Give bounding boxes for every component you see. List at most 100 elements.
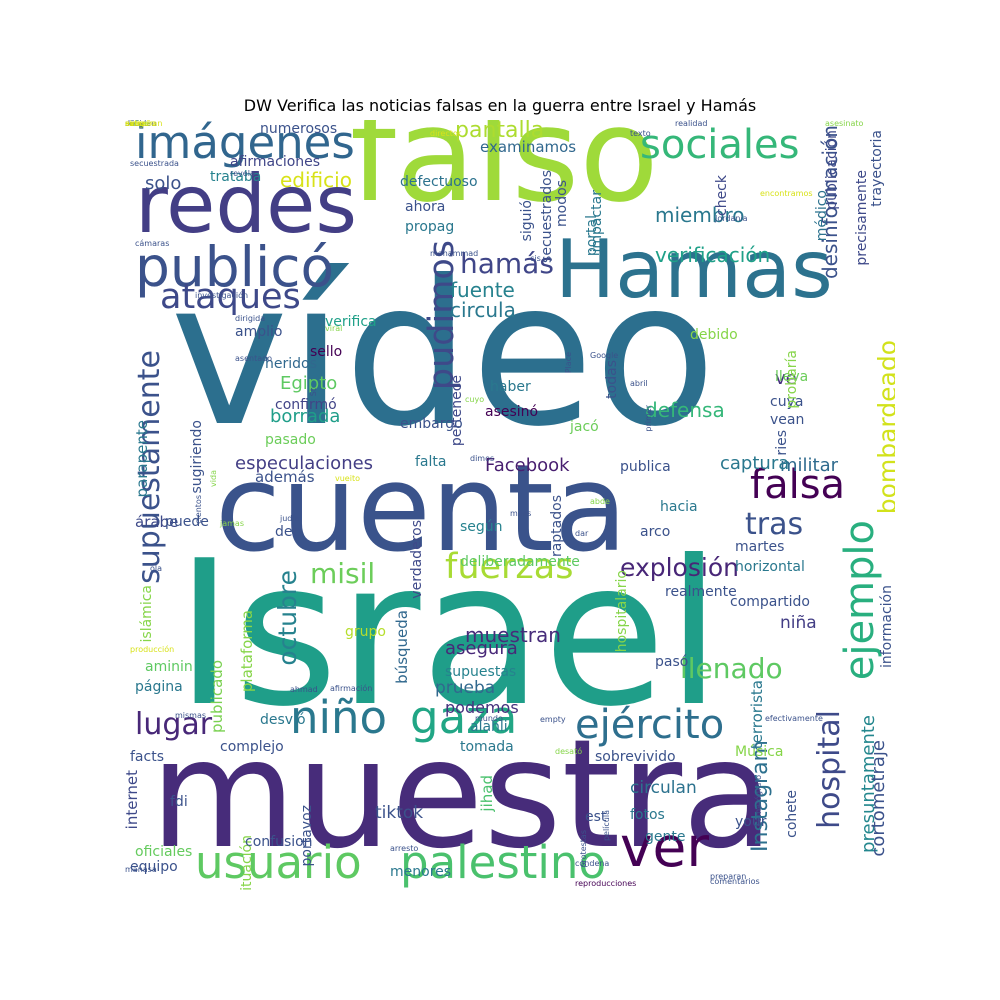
word-solo: solo bbox=[145, 173, 182, 194]
word-vueito: vueito bbox=[335, 474, 360, 483]
word-st: St bbox=[309, 388, 318, 397]
word-sello: sello bbox=[310, 344, 343, 360]
word-pagina: página bbox=[135, 679, 183, 695]
word-ver: ver bbox=[620, 815, 709, 879]
word-fuerzas: fuerzas bbox=[445, 547, 574, 587]
word-camaras: cámaras bbox=[135, 239, 170, 248]
word-menores: menores bbox=[390, 864, 452, 880]
word-examinamos: examinamos bbox=[480, 138, 577, 156]
word-ademas: además bbox=[255, 468, 315, 486]
word-todas: todas bbox=[604, 360, 620, 399]
word-asegura: asegura bbox=[445, 638, 518, 659]
word-dirigida: dirigida bbox=[235, 314, 266, 323]
word-lugar: lugar bbox=[135, 707, 213, 742]
word-cientos: cientos bbox=[194, 495, 203, 524]
word-puede: puede bbox=[165, 514, 209, 530]
word-llenado: llenado bbox=[680, 652, 783, 685]
word-muestran: muestran bbox=[465, 623, 561, 647]
word-online: online bbox=[125, 120, 150, 128]
word-busqueda: búsqueda bbox=[393, 610, 411, 684]
word-falso: falso bbox=[350, 120, 659, 231]
word-militar: militar bbox=[780, 455, 839, 476]
word-mohammad: mohammad bbox=[430, 249, 479, 258]
word-publico: publicó bbox=[135, 235, 335, 299]
word-edificio: edificio bbox=[280, 168, 352, 192]
word-arabe: árabe bbox=[135, 513, 179, 531]
word-ejemplo: ejemplo bbox=[837, 520, 883, 681]
word-usuario: usuario bbox=[195, 836, 362, 889]
word-raptados: raptados bbox=[549, 495, 565, 558]
word-realidad: realidad bbox=[675, 120, 708, 128]
word-martes: martes bbox=[735, 539, 785, 555]
word-desvio: desvió bbox=[260, 712, 306, 728]
word-jaco: jacó bbox=[570, 419, 599, 435]
word-horizontal: horizontal bbox=[735, 559, 805, 575]
word-cohete: cohete bbox=[784, 790, 800, 838]
word-decir: decir bbox=[125, 120, 145, 128]
word-trayectoria: trayectoria bbox=[869, 130, 885, 207]
word-preparan: preparan bbox=[710, 872, 747, 881]
word-afirmacion: afirmación bbox=[330, 684, 373, 693]
word-produccion: producción bbox=[130, 645, 175, 654]
word-informacion: información bbox=[879, 585, 895, 669]
word-anos: años bbox=[125, 120, 145, 128]
word-hamas: hamás bbox=[460, 247, 554, 280]
word-falta: falta bbox=[415, 454, 447, 470]
word-medico: médico bbox=[814, 190, 830, 242]
word-aminin: aminin bbox=[145, 659, 193, 675]
word-judia: judía bbox=[280, 514, 300, 523]
word-condena: condena bbox=[575, 859, 610, 868]
word-secuestrados: secuestrados bbox=[539, 170, 555, 263]
word-revela: revela bbox=[230, 169, 255, 178]
word-imagenes: imágenes bbox=[135, 120, 355, 169]
word-supuestas: supuestas bbox=[445, 664, 517, 680]
word-secuestrada: secuestrada bbox=[130, 159, 179, 168]
word-verifica: verifica bbox=[325, 314, 377, 330]
word-plataforma: plataforma bbox=[238, 610, 256, 693]
word-verificacion: verificación bbox=[655, 243, 771, 267]
word-empty: empty bbox=[540, 715, 566, 724]
word-propag: propag bbox=[405, 219, 455, 235]
word-precisamente: precisamente bbox=[854, 170, 870, 266]
word-hospitalario: hospitalario bbox=[614, 570, 630, 653]
word-podemos: podemos bbox=[445, 698, 519, 717]
word-nina: niña bbox=[780, 613, 817, 633]
word-avne: avne bbox=[125, 120, 145, 128]
word-gaza: gaza bbox=[410, 691, 518, 744]
word-embargo: embargo bbox=[400, 416, 463, 432]
word-cine: cine bbox=[125, 120, 142, 128]
word-abde: abde bbox=[590, 497, 610, 506]
word-probaria: probaría bbox=[784, 350, 800, 409]
word-oficiales: oficiales bbox=[135, 844, 193, 860]
word-israel: Israel bbox=[175, 518, 722, 751]
word-reproducciones: reproducciones bbox=[575, 879, 637, 888]
word-pertenece: pertenece bbox=[449, 375, 465, 447]
word-verdaderos: verdaderos bbox=[409, 520, 425, 599]
word-arresto: arresto bbox=[390, 844, 419, 853]
word-camarografo: camarógrafo bbox=[754, 775, 763, 826]
word-fdi: fdi bbox=[170, 794, 188, 810]
word-alahli: alahli bbox=[470, 719, 508, 735]
word-numerosos: numerosos bbox=[260, 121, 338, 137]
word-islamica: islámica bbox=[139, 585, 155, 643]
word-miembro: miembro bbox=[655, 203, 745, 227]
word-cuya: cuya bbox=[770, 394, 804, 410]
word-amplio: amplio bbox=[235, 324, 283, 340]
word-sociales: sociales bbox=[640, 122, 800, 168]
word-deb: deb bbox=[275, 524, 302, 540]
word-compartido: compartido bbox=[730, 594, 810, 610]
word-ola: ola bbox=[150, 564, 163, 573]
word-ejercito: ejército bbox=[575, 702, 725, 748]
word-confusion: confusion bbox=[245, 834, 313, 850]
word-ries: ries bbox=[774, 430, 790, 456]
word-complejo: complejo bbox=[220, 739, 284, 755]
word-ataques: ataques bbox=[160, 277, 301, 317]
word-pelicula: película bbox=[602, 810, 611, 842]
word-debido: debido bbox=[690, 327, 738, 343]
word-hacia: hacia bbox=[660, 499, 698, 515]
word-circula: circula bbox=[450, 298, 516, 322]
word-ahora: ahora bbox=[405, 199, 446, 215]
word-internet: internet bbox=[125, 770, 141, 830]
word-gente: gente bbox=[645, 829, 686, 845]
